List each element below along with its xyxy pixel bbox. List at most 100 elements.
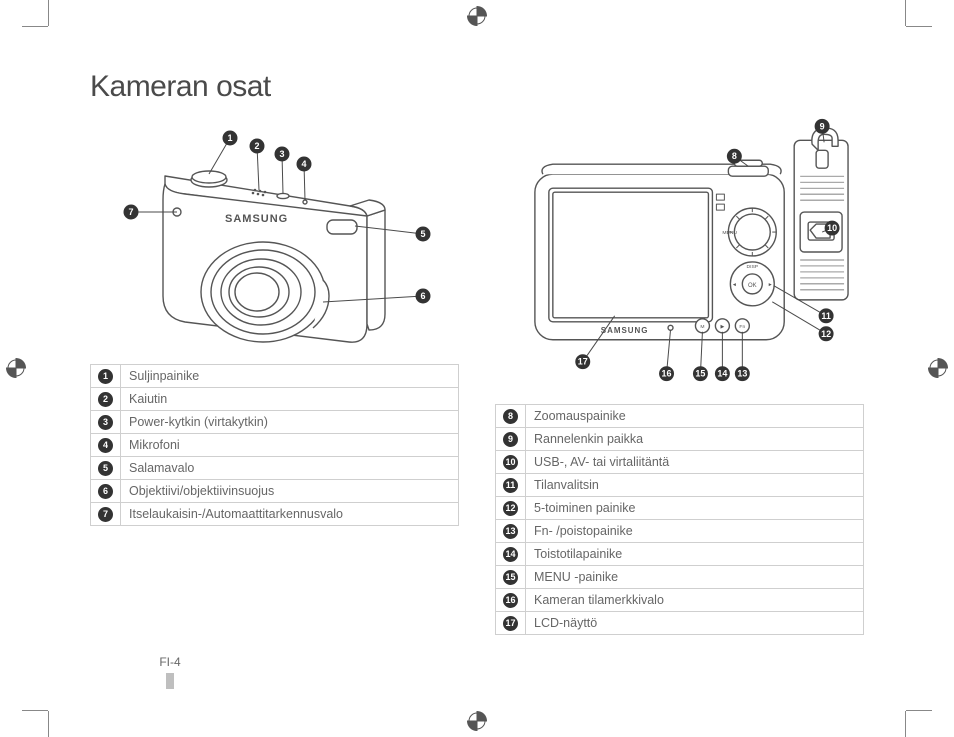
circled-number-icon: 15 [503,570,518,585]
svg-text:3: 3 [279,149,284,159]
circled-number-icon: 13 [503,524,518,539]
registration-mark-icon [928,358,948,378]
circled-number-icon: 3 [98,415,113,430]
part-number-cell: 7 [91,503,121,526]
svg-text:2: 2 [254,141,259,151]
part-number-cell: 14 [496,543,526,566]
svg-text:7: 7 [128,207,133,217]
circled-number-icon: 1 [98,369,113,384]
part-number-cell: 4 [91,434,121,457]
part-number-cell: 9 [496,428,526,451]
part-number-cell: 3 [91,411,121,434]
parts-row: 11Tilanvalitsin [496,474,864,497]
back-parts-table: 8 Zoomauspainike 9 Rannelenkin paikka 10 USB-… [495,404,864,635]
registration-mark-icon [467,711,487,731]
part-label-cell: Suljinpainike [121,365,459,388]
part-label-cell: Objektiivi/objektiivinsuojus [121,480,459,503]
page-footer: FI-4 [150,655,190,689]
camera-back-figure: OK DISP ◄ ► MENU M ▶ Fn SAMSUNG [495,116,864,386]
svg-text:SAMSUNG: SAMSUNG [601,326,649,335]
registration-mark-icon [467,6,487,26]
parts-row: 3 Power-kytkin (virtakytkin) [91,411,459,434]
svg-text:17: 17 [578,357,588,367]
parts-row: 6 Objektiivi/objektiivinsuojus [91,480,459,503]
parts-row: 7 Itselaukaisin-/Automaattitarkennusvalo [91,503,459,526]
part-number-cell: 10 [496,451,526,474]
circled-number-icon: 14 [503,547,518,562]
parts-row: 15MENU -painike [496,566,864,589]
parts-row: 4 Mikrofoni [91,434,459,457]
part-number-cell: 13 [496,520,526,543]
parts-row: 12 5-toiminen painike [496,497,864,520]
circled-number-icon: 7 [98,507,113,522]
part-label-cell: Rannelenkin paikka [526,428,864,451]
part-label-cell: Tilanvalitsin [526,474,864,497]
part-number-cell: 11 [496,474,526,497]
svg-text:5: 5 [420,229,425,239]
parts-row: 9 Rannelenkin paikka [496,428,864,451]
camera-front-figure: SAMSUNG 1234567 [90,116,459,346]
part-number-cell: 15 [496,566,526,589]
part-label-cell: Itselaukaisin-/Automaattitarkennusvalo [121,503,459,526]
svg-text:4: 4 [301,159,306,169]
part-number-cell: 12 [496,497,526,520]
svg-text:10: 10 [827,223,837,233]
svg-text:9: 9 [820,121,825,131]
svg-text:1: 1 [227,133,232,143]
circled-number-icon: 10 [503,455,518,470]
svg-text:11: 11 [821,311,830,321]
part-label-cell: LCD-näyttö [526,612,864,635]
parts-row: 8 Zoomauspainike [496,405,864,428]
part-label-cell: Salamavalo [121,457,459,480]
circled-number-icon: 4 [98,438,113,453]
circled-number-icon: 6 [98,484,113,499]
parts-row: 16 Kameran tilamerkkivalo [496,589,864,612]
svg-text:◄: ◄ [732,282,737,288]
parts-row: 5 Salamavalo [91,457,459,480]
part-label-cell: Power-kytkin (virtakytkin) [121,411,459,434]
back-view-column: OK DISP ◄ ► MENU M ▶ Fn SAMSUNG [495,116,864,635]
front-parts-table: 1 Suljinpainike 2 Kaiutin 3 Power-kytkin (vir… [90,364,459,526]
parts-row: 1 Suljinpainike [91,365,459,388]
part-number-cell: 6 [91,480,121,503]
svg-text:DISP: DISP [746,264,758,270]
svg-text:M: M [700,324,704,330]
part-number-cell: 16 [496,589,526,612]
part-label-cell: Fn- /poistopainike [526,520,864,543]
svg-text:14: 14 [717,369,727,379]
svg-text:Fn: Fn [739,324,745,330]
svg-text:13: 13 [737,369,747,379]
part-label-cell: Kaiutin [121,388,459,411]
circled-number-icon: 8 [503,409,518,424]
part-number-cell: 2 [91,388,121,411]
part-label-cell: Toistotilapainike [526,543,864,566]
parts-row: 10 USB-, AV- tai virtaliitäntä [496,451,864,474]
manual-page: Kameran osat [90,70,864,670]
svg-text:15: 15 [695,369,705,379]
part-label-cell: 5-toiminen painike [526,497,864,520]
part-label-cell: Zoomauspainike [526,405,864,428]
svg-text:8: 8 [732,151,737,161]
circled-number-icon: 12 [503,501,518,516]
circled-number-icon: 2 [98,392,113,407]
circled-number-icon: 16 [503,593,518,608]
circled-number-icon: 9 [503,432,518,447]
svg-text:▶: ▶ [720,324,724,330]
svg-text:16: 16 [662,369,672,379]
svg-text:12: 12 [821,329,831,339]
parts-row: 13 Fn- /poistopainike [496,520,864,543]
page-title: Kameran osat [90,70,864,104]
part-label-cell: USB-, AV- tai virtaliitäntä [526,451,864,474]
part-number-cell: 8 [496,405,526,428]
svg-text:SAMSUNG: SAMSUNG [225,213,288,225]
circled-number-icon: 5 [98,461,113,476]
part-label-cell: Mikrofoni [121,434,459,457]
circled-number-icon: 17 [503,616,518,631]
parts-row: 17 LCD-näyttö [496,612,864,635]
parts-row: 14 Toistotilapainike [496,543,864,566]
svg-text:►: ► [768,282,773,288]
front-view-column: SAMSUNG 1234567 1Sul [90,116,459,635]
parts-row: 2 Kaiutin [91,388,459,411]
registration-mark-icon [6,358,26,378]
part-label-cell: Kameran tilamerkkivalo [526,589,864,612]
